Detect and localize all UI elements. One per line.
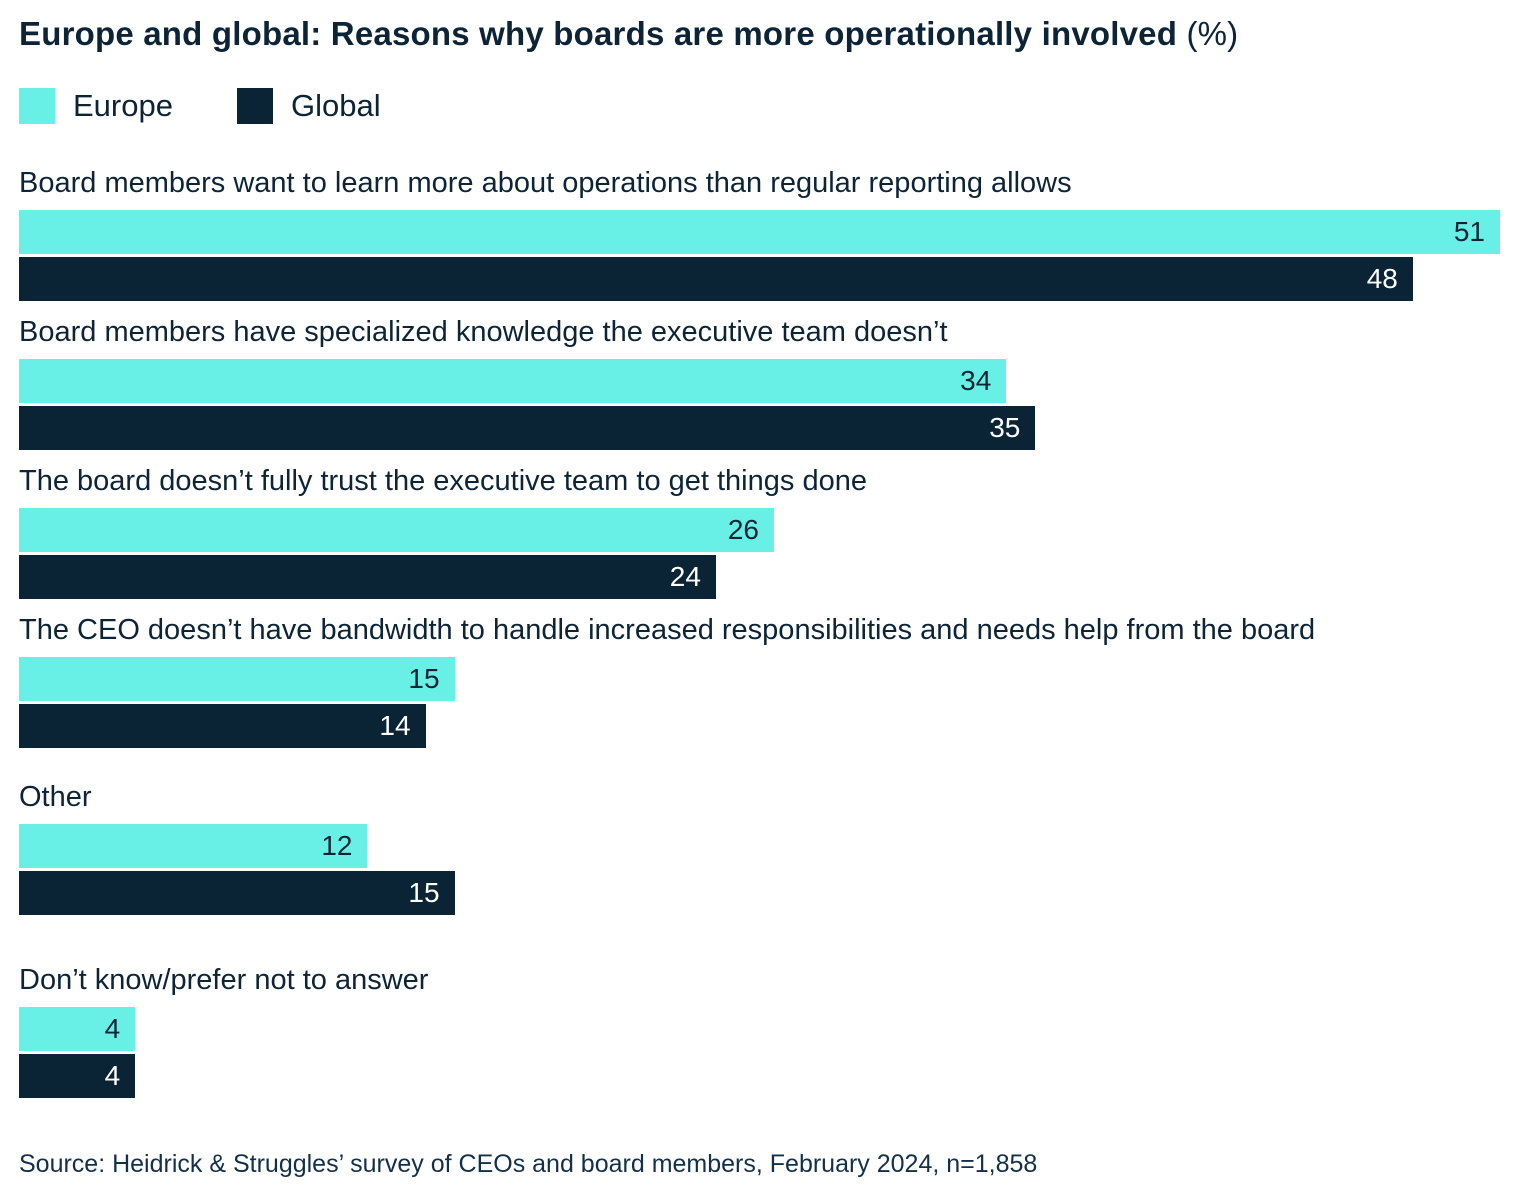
bar-group: Other 12 15 bbox=[19, 782, 1500, 915]
bar-group: Don’t know/prefer not to answer 4 4 bbox=[19, 965, 1500, 1098]
bar-value-label: 14 bbox=[379, 710, 411, 741]
bar-value-label: 51 bbox=[1453, 216, 1485, 247]
category-label: Don’t know/prefer not to answer bbox=[19, 964, 429, 996]
europe-bar: 34 bbox=[19, 359, 1007, 403]
bar-value-label: 15 bbox=[408, 877, 440, 908]
bar-value-label: 26 bbox=[727, 514, 760, 545]
bar-group: Board members want to learn more about o… bbox=[19, 168, 1500, 301]
legend-swatch-europe-icon bbox=[19, 88, 55, 124]
bar-value-label: 15 bbox=[408, 663, 440, 694]
global-bar: 24 bbox=[19, 555, 716, 599]
legend-swatch-global-icon bbox=[236, 88, 273, 124]
category-label: Other bbox=[19, 781, 92, 813]
bar-group: The board doesn’t fully trust the execut… bbox=[19, 466, 1500, 599]
legend-item-europe: Europe bbox=[19, 88, 173, 124]
europe-bar: 12 bbox=[19, 824, 368, 868]
global-bar: 35 bbox=[19, 406, 1036, 450]
source-note: Source: Heidrick & Struggles’ survey of … bbox=[19, 1150, 1038, 1178]
category-label: The CEO doesn’t have bandwidth to handle… bbox=[19, 614, 1316, 646]
legend-item-global: Global bbox=[236, 88, 381, 124]
legend-label-global: Global bbox=[290, 88, 381, 123]
europe-bar: 4 bbox=[19, 1007, 136, 1051]
bar-value-label: 48 bbox=[1366, 263, 1398, 294]
europe-bar: 15 bbox=[19, 657, 455, 701]
bar-value-label: 34 bbox=[960, 365, 992, 396]
global-bar: 15 bbox=[19, 871, 455, 915]
category-label: Board members want to learn more about o… bbox=[19, 167, 1072, 199]
bar-value-label: 35 bbox=[989, 412, 1021, 443]
global-bar: 48 bbox=[19, 257, 1413, 301]
chart-title-main: Europe and global: Reasons why boards ar… bbox=[19, 15, 1178, 52]
bar-group: Board members have specialized knowledge… bbox=[19, 317, 1500, 450]
bar-group: The CEO doesn’t have bandwidth to handle… bbox=[19, 615, 1500, 748]
chart-title: Europe and global: Reasons why boards ar… bbox=[19, 14, 1500, 54]
europe-bar: 26 bbox=[19, 508, 775, 552]
category-label: The board doesn’t fully trust the execut… bbox=[19, 465, 867, 497]
legend: Europe Global bbox=[19, 88, 1500, 124]
global-bar: 14 bbox=[19, 704, 426, 748]
bar-value-label: 24 bbox=[669, 561, 701, 592]
chart-title-unit: (%) bbox=[1186, 15, 1239, 52]
bar-value-label: 4 bbox=[104, 1060, 121, 1091]
bar-chart: Board members want to learn more about o… bbox=[19, 168, 1500, 1098]
category-label: Board members have specialized knowledge… bbox=[19, 316, 948, 348]
bar-value-label: 4 bbox=[104, 1013, 121, 1044]
europe-bar: 51 bbox=[19, 210, 1500, 254]
legend-label-europe: Europe bbox=[73, 88, 173, 123]
bar-value-label: 12 bbox=[321, 830, 353, 861]
global-bar: 4 bbox=[19, 1054, 136, 1098]
